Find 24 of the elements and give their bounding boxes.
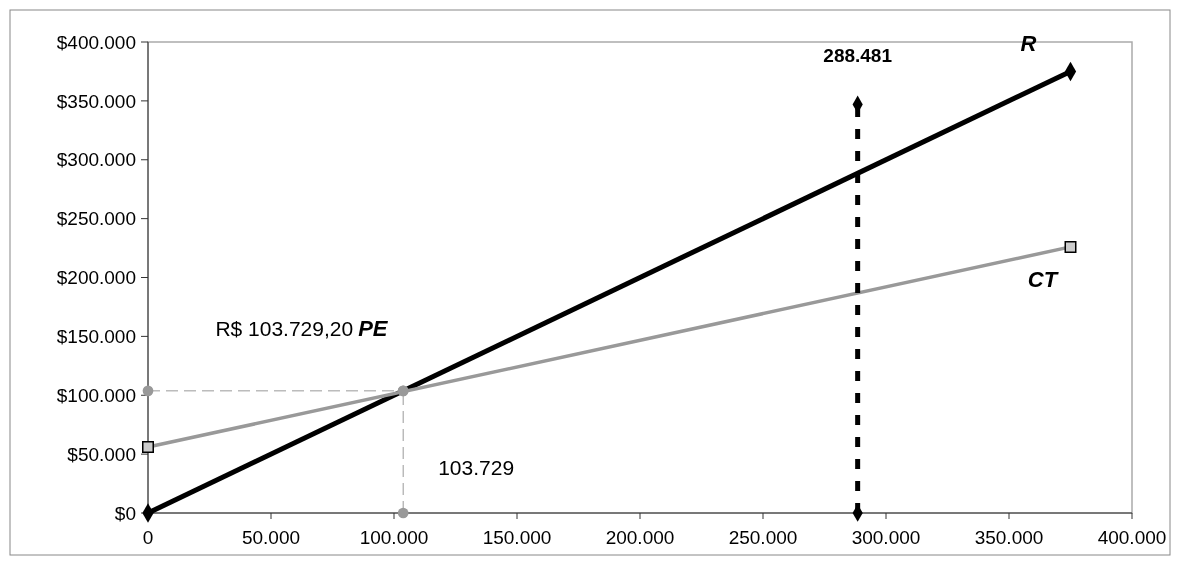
x-tick-label: 400.000 xyxy=(1097,527,1167,548)
annotation: PE xyxy=(358,315,389,341)
series-label: R xyxy=(1020,31,1037,57)
y-tick-label: $150.000 xyxy=(56,326,136,348)
series-label: CT xyxy=(1027,266,1059,292)
y-tick-label: $100.000 xyxy=(56,384,136,406)
y-tick-label: $200.000 xyxy=(56,267,136,289)
y-tick-label: $400.000 xyxy=(56,31,136,53)
y-tick-label: $250.000 xyxy=(56,208,136,230)
y-tick-label: $300.000 xyxy=(56,149,136,171)
x-tick-label: 0 xyxy=(142,527,154,548)
x-tick-label: 50.000 xyxy=(241,527,301,548)
annotation: R$ 103.729,20 xyxy=(215,316,354,340)
x-tick-label: 250.000 xyxy=(728,527,798,548)
y-tick-label: $0 xyxy=(114,502,136,524)
annotation: 103.729 xyxy=(438,456,515,479)
x-tick-label: 150.000 xyxy=(482,527,552,548)
annotation: 288.481 xyxy=(823,45,893,67)
y-tick-label: $50.000 xyxy=(67,443,136,465)
x-tick-label: 100.000 xyxy=(359,527,429,548)
x-tick-label: 200.000 xyxy=(605,527,675,548)
x-tick-label: 300.000 xyxy=(851,527,921,548)
y-tick-label: $350.000 xyxy=(56,90,136,112)
x-tick-label: 350.000 xyxy=(974,527,1044,548)
